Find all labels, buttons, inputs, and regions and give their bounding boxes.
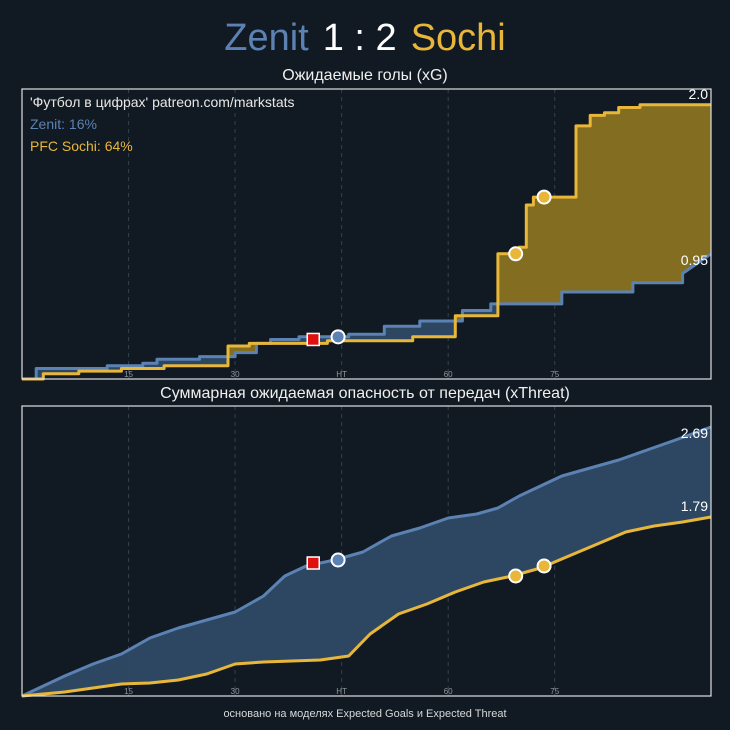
xg-x-tick-label: 30 bbox=[231, 370, 240, 379]
xg-goal-marker-away bbox=[508, 246, 524, 262]
xg-goal-marker-home bbox=[330, 329, 346, 345]
xg-line-home bbox=[22, 252, 712, 381]
xg-chart-title: Ожидаемые голы (xG) bbox=[282, 67, 448, 84]
xt-line-away bbox=[21, 515, 712, 698]
legend-away: PFC Sochi: 64% bbox=[30, 138, 133, 154]
xg-frame bbox=[21, 88, 712, 380]
xt-home-end-label: 2.69 bbox=[681, 425, 708, 441]
xg-plot-group: 15 30 HT 60 75 0.95 2.0 'Футбол в цифрах' patre… bbox=[21, 86, 712, 381]
score-text: 1 : 2 bbox=[322, 17, 397, 59]
xt-goal-marker-home bbox=[330, 552, 346, 568]
xg-x-tick-label: 75 bbox=[550, 370, 559, 379]
xt-x-tick-label: 15 bbox=[124, 687, 133, 696]
xg-red-card-marker bbox=[306, 332, 320, 347]
home-team-name: Zenit bbox=[224, 17, 309, 59]
xthreat-chart-title: Суммарная ожидаемая опасность от передач… bbox=[160, 385, 570, 402]
xg-home-end-label: 0.95 bbox=[681, 252, 708, 268]
xg-away-end-label: 2.0 bbox=[689, 86, 709, 102]
xt-frame bbox=[21, 405, 712, 697]
xt-x-tick-label: 60 bbox=[444, 687, 453, 696]
xt-x-tick-label: 75 bbox=[550, 687, 559, 696]
away-team-name: Sochi bbox=[410, 17, 506, 59]
xt-x-tick-label: 30 bbox=[231, 687, 240, 696]
match-score-title: Zenit 1 : 2 Sochi bbox=[0, 14, 730, 62]
xt-plot-group: 15 30 HT 60 75 2.69 1.79 bbox=[21, 405, 712, 698]
xt-fill-home-lead bbox=[22, 427, 711, 696]
xg-x-tick-label: 60 bbox=[444, 370, 453, 379]
xt-away-end-label: 1.79 bbox=[681, 498, 708, 514]
xg-x-tick-label: HT bbox=[336, 370, 347, 379]
footer-note: основано на моделях Expected Goals и Exp… bbox=[223, 708, 507, 720]
source-label: 'Футбол в цифрах' patreon.com/markstats bbox=[30, 94, 295, 110]
legend-home: Zenit: 16% bbox=[30, 116, 97, 132]
xt-red-card-marker bbox=[306, 556, 320, 570]
xg-fill-home-lead bbox=[463, 303, 498, 316]
xg-line-away bbox=[22, 103, 711, 381]
xt-goal-marker-away bbox=[536, 558, 552, 574]
xg-x-tick-label: 15 bbox=[124, 370, 133, 379]
xg-goal-marker-away bbox=[536, 189, 552, 205]
xt-line-home bbox=[21, 425, 712, 698]
xt-goal-marker-away bbox=[508, 568, 524, 584]
xt-x-tick-label: HT bbox=[336, 687, 347, 696]
xg-fill-away-lead bbox=[498, 104, 711, 304]
